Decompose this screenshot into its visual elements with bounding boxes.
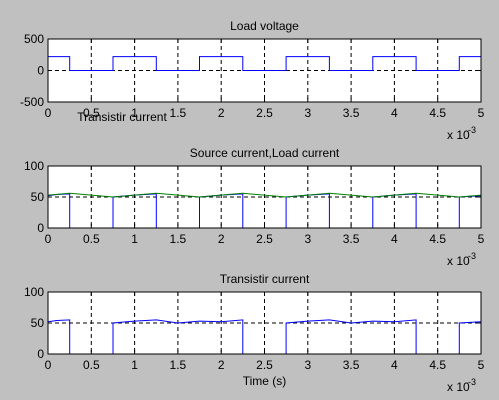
x-tick-label: 1 bbox=[131, 232, 138, 246]
y-tick-label: 100 bbox=[24, 285, 44, 299]
y-tick-label: 50 bbox=[31, 190, 45, 204]
axes-3: 0 0.5 1 1.5 2 2.5 3 3.5 4 4.5 5 100 50 0 Transistir cu… bbox=[24, 272, 485, 394]
x-tick-label: 1 bbox=[131, 358, 138, 372]
x-tick-label: 4.5 bbox=[429, 358, 446, 372]
x-tick-label: 3.5 bbox=[343, 106, 360, 120]
x-tick-label: 5 bbox=[478, 106, 485, 120]
x-tick-label: 0 bbox=[45, 106, 52, 120]
overlapping-title-label: Transistir current bbox=[77, 110, 167, 124]
x-tick-label: 0.5 bbox=[83, 106, 100, 120]
x-tick-label: 1.5 bbox=[170, 106, 187, 120]
x-multiplier: x 10 bbox=[447, 128, 470, 142]
x-tick-label: 0.5 bbox=[83, 358, 100, 372]
chart-title: Source current,Load current bbox=[190, 146, 340, 160]
y-tick-label: 0 bbox=[37, 221, 44, 235]
x-tick-label: 0 bbox=[45, 358, 52, 372]
x-tick-label: 4.5 bbox=[429, 106, 446, 120]
axes-2: 0 0.5 1 1.5 2 2.5 3 3.5 4 4.5 5 100 50 0 Source curren… bbox=[24, 146, 485, 268]
x-tick-label: 4 bbox=[391, 106, 398, 120]
series-line-2 bbox=[47, 192, 482, 198]
x-tick-label: 3 bbox=[304, 232, 311, 246]
y-tick-label: 50 bbox=[31, 316, 45, 330]
x-tick-label: 2 bbox=[218, 358, 225, 372]
x-multiplier: x 10 bbox=[447, 254, 470, 268]
y-tick-label: 0 bbox=[37, 347, 44, 361]
x-tick-label: 2.5 bbox=[256, 232, 273, 246]
x-tick-label: 1.5 bbox=[170, 232, 187, 246]
x-tick-label: 2.5 bbox=[256, 358, 273, 372]
y-tick-label: 100 bbox=[24, 159, 44, 173]
y-tick-label: -500 bbox=[20, 95, 44, 109]
y-tick-label: 0 bbox=[37, 64, 44, 78]
chart-title: Transistir current bbox=[220, 272, 310, 286]
chart-title: Load voltage bbox=[230, 19, 299, 33]
x-tick-label: 4 bbox=[391, 358, 398, 372]
series-line-1 bbox=[48, 56, 481, 71]
x-tick-label: 0.5 bbox=[83, 232, 100, 246]
x-tick-label: 1.5 bbox=[170, 358, 187, 372]
x-tick-label: 3 bbox=[304, 106, 311, 120]
x-tick-label: 3.5 bbox=[343, 358, 360, 372]
x-tick-label: 2.5 bbox=[256, 106, 273, 120]
x-tick-label: 2 bbox=[218, 106, 225, 120]
x-tick-label: 4.5 bbox=[429, 232, 446, 246]
x-axis-label: Time (s) bbox=[243, 374, 287, 388]
x-multiplier-exponent: -3 bbox=[468, 377, 476, 387]
x-multiplier-exponent: -3 bbox=[468, 251, 476, 261]
x-tick-label: 1 bbox=[131, 106, 138, 120]
x-tick-label: 4 bbox=[391, 232, 398, 246]
y-tick-label: 500 bbox=[24, 32, 44, 46]
x-tick-label: 5 bbox=[478, 358, 485, 372]
x-tick-label: 3 bbox=[304, 358, 311, 372]
x-tick-label: 0 bbox=[45, 232, 52, 246]
x-tick-label: 5 bbox=[478, 232, 485, 246]
x-multiplier: x 10 bbox=[447, 380, 470, 394]
x-multiplier-exponent: -3 bbox=[468, 125, 476, 135]
x-tick-label: 2 bbox=[218, 232, 225, 246]
x-tick-label: 3.5 bbox=[343, 232, 360, 246]
